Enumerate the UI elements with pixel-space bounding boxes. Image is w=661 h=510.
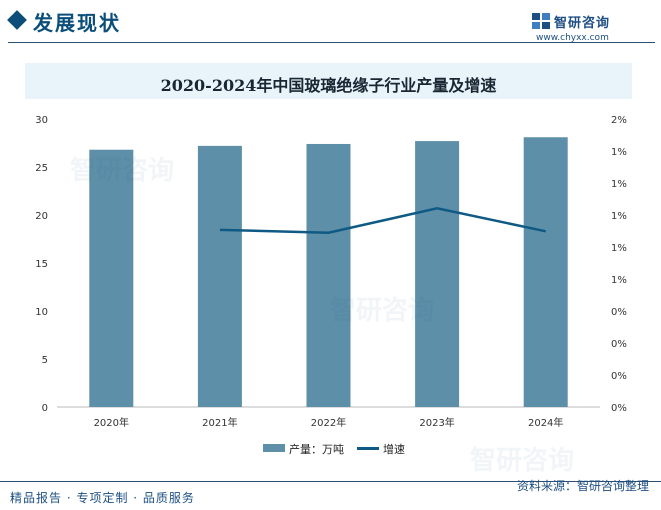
x-tick-label: 2023年 (419, 416, 454, 429)
header-divider (8, 42, 655, 43)
y-right-tick-label: 1% (611, 275, 627, 286)
chart-title-box: 2020-2024年中国玻璃绝缘子行业产量及增速 (25, 63, 632, 99)
y-left-tick-label: 15 (35, 259, 48, 270)
y-right-tick-label: 1% (611, 179, 627, 190)
legend-line-label: 增速 (383, 443, 405, 456)
logo-mark-icon (532, 13, 550, 29)
y-right-tick-label: 2% (611, 115, 627, 126)
bar (89, 149, 134, 407)
growth-line (219, 207, 546, 235)
legend-bar-label: 产量：万吨 (289, 443, 344, 456)
y-left-tick-label: 5 (42, 355, 48, 366)
chart-title: 2020-2024年中国玻璃绝缘子行业产量及增速 (160, 76, 497, 95)
y-left-tick-label: 0 (42, 403, 48, 414)
bar (415, 141, 460, 407)
y-right-tick-label: 1% (611, 147, 627, 158)
y-right-tick-label: 0% (611, 339, 627, 350)
y-right-tick-label: 1% (611, 243, 627, 254)
legend-bar-swatch (263, 444, 285, 452)
y-right-tick-label: 0% (611, 371, 627, 382)
x-tick-label: 2024年 (528, 416, 563, 429)
header: 发展现状 智研咨询 www.chyxx.com (0, 0, 661, 46)
logo: 智研咨询 www.chyxx.com (532, 10, 647, 44)
footer-divider (0, 481, 661, 482)
y-right-tick-label: 0% (611, 307, 627, 318)
logo-url: www.chyxx.com (536, 33, 609, 43)
logo-name: 智研咨询 (554, 16, 611, 31)
y-left-tick-label: 20 (35, 211, 48, 222)
y-left-tick-label: 25 (35, 163, 48, 174)
y-right-tick-label: 1% (611, 211, 627, 222)
x-tick-label: 2021年 (202, 416, 237, 429)
section-title: 发展现状 (33, 11, 121, 35)
y-left-tick-label: 10 (35, 307, 48, 318)
x-tick-label: 2022年 (311, 416, 346, 429)
legend: 产量：万吨 增速 (0, 441, 661, 457)
bar (523, 137, 568, 408)
bar (197, 145, 242, 407)
y-left-tick-label: 30 (35, 115, 48, 126)
y-right-tick-label: 0% (611, 403, 627, 414)
footer-tagline: 精品报告 · 专项定制 · 品质服务 (10, 491, 195, 505)
footer-source: 资料来源：智研咨询整理 (516, 479, 649, 493)
bar (306, 143, 351, 407)
x-tick-label: 2020年 (94, 416, 129, 429)
legend-line-swatch (357, 447, 379, 450)
